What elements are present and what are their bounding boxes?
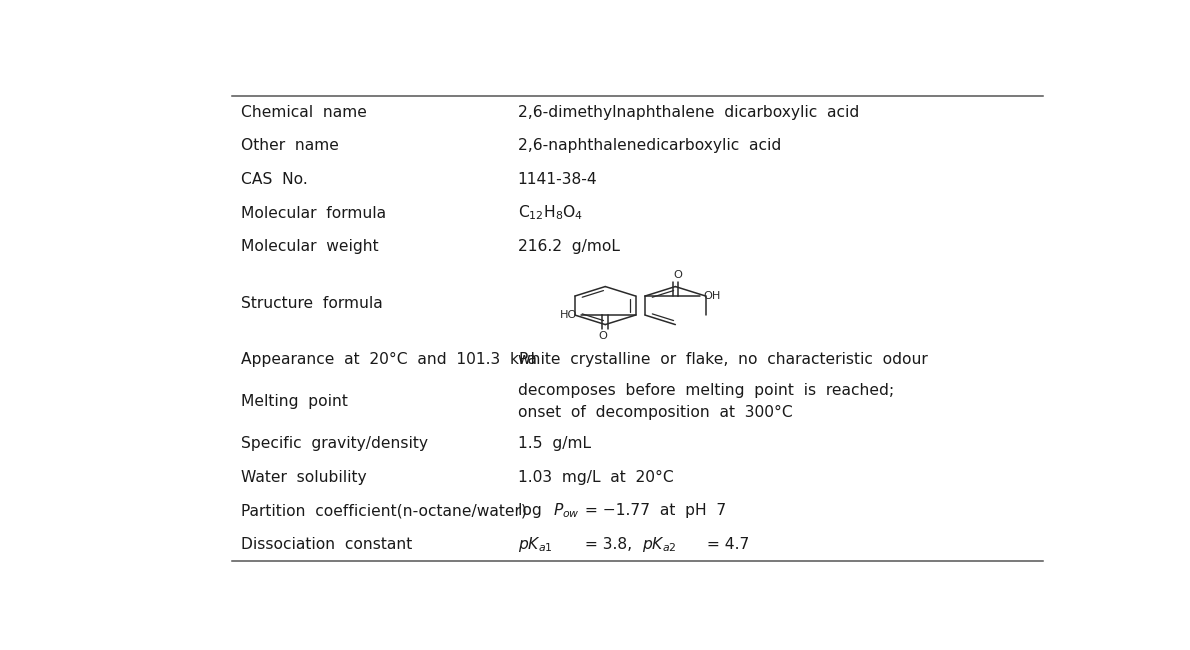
Text: Structure  formula: Structure formula <box>240 296 383 311</box>
Text: 2,6-dimethylnaphthalene  dicarboxylic  acid: 2,6-dimethylnaphthalene dicarboxylic aci… <box>518 105 859 120</box>
Text: Melting  point: Melting point <box>240 394 347 409</box>
Text: $P_{ow}$: $P_{ow}$ <box>552 501 580 520</box>
Text: $\mathregular{C_{12}H_8O_4}$: $\mathregular{C_{12}H_8O_4}$ <box>518 203 583 222</box>
Text: = 4.7: = 4.7 <box>702 537 750 552</box>
Text: O: O <box>674 270 683 280</box>
Text: O: O <box>597 332 607 341</box>
Text: Specific  gravity/density: Specific gravity/density <box>240 436 428 451</box>
Text: HO: HO <box>559 310 577 320</box>
Text: $pK_{a2}$: $pK_{a2}$ <box>643 535 677 554</box>
Text: Molecular  weight: Molecular weight <box>240 239 378 254</box>
Text: onset  of  decomposition  at  300°C: onset of decomposition at 300°C <box>518 405 793 420</box>
Text: decomposes  before  melting  point  is  reached;: decomposes before melting point is reach… <box>518 383 894 398</box>
Text: 1.5  g/mL: 1.5 g/mL <box>518 436 590 451</box>
Text: white  crystalline  or  flake,  no  characteristic  odour: white crystalline or flake, no character… <box>518 352 927 367</box>
Text: Other  name: Other name <box>240 138 339 153</box>
Text: $pK_{a1}$: $pK_{a1}$ <box>518 535 552 554</box>
Text: Water  solubility: Water solubility <box>240 469 367 484</box>
Text: 1141-38-4: 1141-38-4 <box>518 172 597 187</box>
Text: Appearance  at  20°C  and  101.3  kPa: Appearance at 20°C and 101.3 kPa <box>240 352 537 367</box>
Text: Partition  coefficient(n-octane/water): Partition coefficient(n-octane/water) <box>240 503 527 518</box>
Text: Dissociation  constant: Dissociation constant <box>240 537 412 552</box>
Text: Chemical  name: Chemical name <box>240 105 367 120</box>
Text: 1.03  mg/L  at  20°C: 1.03 mg/L at 20°C <box>518 469 674 484</box>
Text: 2,6-naphthalenedicarboxylic  acid: 2,6-naphthalenedicarboxylic acid <box>518 138 781 153</box>
Text: CAS  No.: CAS No. <box>240 172 308 187</box>
Text: = 3.8,: = 3.8, <box>581 537 643 552</box>
Text: 216.2  g/moL: 216.2 g/moL <box>518 239 620 254</box>
Text: log: log <box>518 503 546 518</box>
Text: OH: OH <box>703 291 721 301</box>
Text: Molecular  formula: Molecular formula <box>240 205 386 220</box>
Text: = −1.77  at  pH  7: = −1.77 at pH 7 <box>581 503 727 518</box>
